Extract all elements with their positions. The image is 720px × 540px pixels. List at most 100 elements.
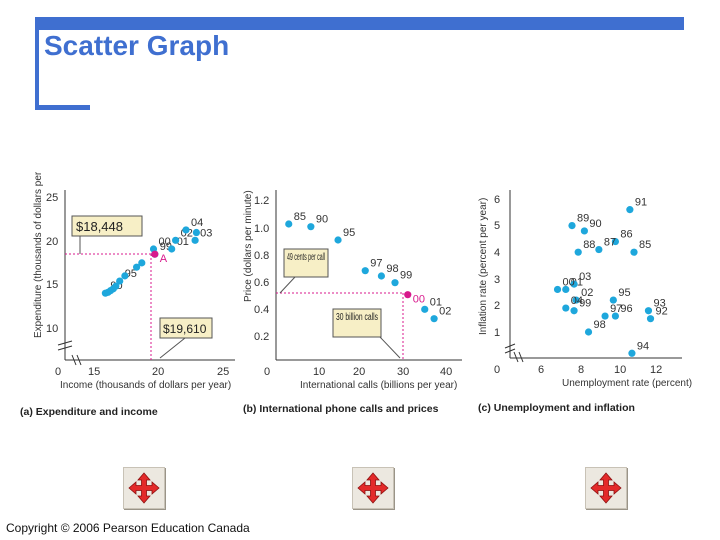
title-frame-left-bar — [35, 17, 39, 109]
chart-a-point — [133, 263, 141, 271]
scatter-graphs: 25 20 15 10 0 15 20 25 Income (thousands… — [20, 170, 692, 418]
chart-c-point-label: 96 — [620, 303, 632, 315]
chart-c-point — [562, 285, 570, 294]
copyright-notice: Copyright © 2006 Pearson Education Canad… — [6, 521, 250, 535]
chart-b-highlight-label: 00 — [413, 294, 425, 306]
chart-c-y-tick: 5 — [494, 220, 500, 232]
chart-c-point-label: 86 — [620, 229, 632, 241]
chart-c-x-tick: 12 — [650, 364, 662, 376]
four-way-arrow-button[interactable] — [123, 467, 165, 509]
chart-c-point-label: 99 — [579, 298, 591, 310]
chart-a-x-tick: 0 — [55, 366, 61, 378]
chart-c-x-tick: 8 — [578, 364, 584, 376]
chart-a-axis-break — [57, 340, 73, 351]
chart-a-caption: (a) Expenditure and income — [20, 406, 158, 418]
chart-b-x-tick: 30 — [397, 366, 409, 378]
chart-c-point-label: 95 — [618, 287, 630, 299]
chart-c-y-tick: 3 — [494, 274, 500, 286]
chart-b-callout-text: 30 billion calls — [336, 312, 378, 323]
chart-b-point-label: 97 — [370, 258, 382, 270]
chart-b-x-tick: 20 — [353, 366, 365, 378]
chart-a-highlight-label: A — [160, 253, 168, 265]
chart-c-point-label: 98 — [594, 319, 606, 331]
title-frame-foot-bar — [35, 105, 90, 110]
chart-c-point-label: 91 — [635, 197, 647, 209]
chart-c-point — [580, 227, 589, 235]
chart-c-point — [601, 312, 609, 320]
chart-b-callout-leader — [379, 336, 401, 359]
chart-a-x-tick: 25 — [217, 366, 229, 378]
chart-b-point-label: 01 — [430, 296, 442, 308]
chart-a-axis-break — [71, 354, 82, 366]
chart-b-point-label: 99 — [400, 270, 412, 282]
chart-a-point-label: 04 — [191, 217, 203, 229]
chart-c-point — [553, 285, 562, 294]
chart-b-x-tick: 0 — [264, 366, 270, 378]
chart-b-point-label: 85 — [294, 211, 306, 223]
chart-c-point — [570, 280, 578, 288]
chart-c-point — [626, 206, 634, 214]
chart-b-point-label: 95 — [343, 227, 355, 239]
chart-a-y-label: Expenditure (thousands of dollars per ye… — [33, 170, 44, 338]
chart-c-y-tick: 4 — [494, 247, 500, 259]
four-way-arrow-icon — [590, 472, 622, 504]
chart-b-callout-box — [332, 308, 382, 338]
four-way-arrow-button[interactable] — [585, 467, 627, 509]
chart-b-point — [430, 315, 438, 323]
chart-b-y-tick: 0.2 — [254, 331, 269, 343]
four-way-arrow-button[interactable] — [352, 467, 394, 509]
chart-c-point-label: 93 — [653, 298, 665, 310]
four-way-arrow-icon — [357, 472, 389, 504]
chart-a-highlight-point — [151, 250, 159, 258]
chart-c-point — [611, 237, 620, 246]
chart-b-caption: (b) International phone calls and prices — [243, 403, 439, 415]
chart-a-x-tick: 20 — [152, 366, 164, 378]
chart-b: 1.2 1.0 0.8 0.6 0.4 0.2 0 10 20 30 40 In… — [243, 190, 462, 415]
chart-c-axis-break — [513, 351, 524, 363]
chart-b-x-tick: 40 — [440, 366, 452, 378]
chart-c-y-tick: 1 — [494, 327, 500, 339]
chart-c-point — [609, 296, 617, 304]
chart-c-x-tick: 10 — [614, 364, 626, 376]
chart-b-callout-leader — [279, 276, 296, 294]
chart-a-y-tick: 10 — [46, 323, 58, 335]
chart-b-point — [421, 305, 429, 313]
chart-a-callout-box — [71, 215, 143, 237]
chart-c-point — [628, 349, 636, 357]
chart-c-point — [644, 307, 653, 315]
chart-b-point-label: 02 — [439, 306, 451, 318]
chart-c-point-label: 97 — [610, 303, 622, 315]
chart-a-point — [191, 236, 199, 244]
chart-a-callout-box — [159, 317, 213, 339]
chart-c-point — [562, 304, 570, 312]
chart-a-x-tick: 15 — [88, 366, 100, 378]
chart-c-x-tick: 0 — [494, 364, 500, 376]
chart-b-y-tick: 0.4 — [254, 304, 269, 316]
chart-b-y-label: Price (dollars per minute) — [243, 190, 254, 302]
chart-b-x-tick: 10 — [313, 366, 325, 378]
chart-c-point-label: 88 — [583, 239, 595, 251]
chart-c-points: 9189908688878501030002950499969793929894 — [553, 197, 668, 357]
chart-c-point-label: 92 — [656, 306, 668, 318]
chart-a: 25 20 15 10 0 15 20 25 Income (thousands… — [20, 170, 235, 418]
chart-a-point — [116, 277, 124, 285]
chart-c-point-label: 00 — [563, 276, 575, 288]
chart-c-point-label: 04 — [571, 295, 583, 307]
chart-c-point — [646, 315, 655, 323]
chart-c-point — [595, 245, 603, 254]
chart-a-point — [121, 272, 129, 280]
chart-c-point — [572, 296, 580, 304]
chart-c-point — [584, 328, 593, 336]
chart-c-axis-break — [504, 343, 516, 354]
chart-a-point — [138, 259, 146, 267]
chart-a-x-label: Income (thousands of dollars per year) — [60, 380, 231, 391]
chart-b-point-label: 98 — [386, 263, 398, 275]
chart-a-point — [192, 228, 200, 237]
chart-a-point-label: 03 — [200, 227, 212, 239]
chart-c-caption: (c) Unemployment and inflation — [478, 402, 635, 414]
chart-a-point-label: 00 — [159, 236, 171, 248]
chart-c-point-label: 03 — [579, 271, 591, 283]
chart-c-point — [611, 312, 620, 320]
chart-c-x-label: Unemployment rate (percent) — [562, 378, 692, 389]
